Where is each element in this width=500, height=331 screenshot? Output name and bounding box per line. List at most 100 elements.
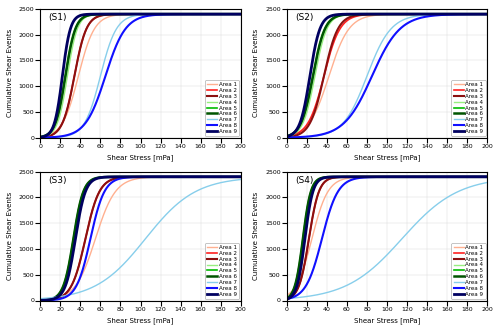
Area 9 [484,12,490,16]
Area 5 [447,175,453,179]
Area 2 [482,175,488,179]
Area 3 [48,298,54,302]
Area 3 [478,12,484,16]
Area 7 [294,135,300,139]
Line: Area 1: Area 1 [40,177,240,300]
Area 2 [195,175,201,179]
Area 3 [135,12,141,16]
Area 9 [483,12,489,16]
Area 3 [130,12,136,16]
Area 6 [376,175,382,179]
Area 9 [135,175,141,179]
Area 8 [135,17,141,21]
Area 1 [294,282,300,286]
Area 9 [376,12,382,16]
Line: Area 2: Area 2 [40,14,240,137]
Area 1 [238,175,244,179]
Area 8 [238,12,244,16]
Area 4 [130,12,136,16]
Line: Area 9: Area 9 [287,177,487,299]
Area 5 [38,298,44,302]
Area 8 [376,59,382,63]
Area 6 [48,297,54,301]
Area 9 [238,175,244,179]
Line: Area 4: Area 4 [287,14,487,137]
Area 6 [294,275,300,279]
Area 7 [284,297,290,301]
Legend: Area 1, Area 2, Area 3, Area 4, Area 5, Area 6, Area 7, Area 8, Area 9: Area 1, Area 2, Area 3, Area 4, Area 5, … [205,80,239,136]
Y-axis label: Cumulative Shear Events: Cumulative Shear Events [254,29,260,118]
Area 8 [484,175,490,179]
Area 2 [195,12,201,16]
Area 9 [195,12,201,16]
Area 7 [442,12,448,16]
Area 7 [442,197,448,201]
Area 4 [135,175,141,179]
Area 2 [232,175,237,179]
Area 8 [442,13,448,17]
Area 4 [284,297,290,301]
Area 3 [376,175,382,179]
Area 8 [478,12,484,16]
Area 3 [478,175,484,179]
Area 9 [130,12,136,16]
Area 1 [284,134,290,138]
Area 7 [130,14,136,18]
Area 3 [484,175,490,179]
Area 6 [294,127,300,131]
Area 7 [238,12,244,16]
Area 3 [195,12,201,16]
Line: Area 5: Area 5 [40,14,240,137]
Area 1 [376,13,382,17]
Area 6 [232,175,238,179]
Area 9 [478,175,484,179]
Y-axis label: Cumulative Shear Events: Cumulative Shear Events [254,192,260,280]
Area 5 [238,175,244,179]
Area 6 [130,175,136,179]
Area 6 [135,12,141,16]
Area 3 [238,175,244,179]
Area 1 [382,175,388,179]
Area 6 [238,175,244,179]
Area 5 [195,12,201,16]
Area 7 [238,177,244,181]
Area 6 [236,12,242,16]
Area 6 [478,12,484,16]
Area 3 [238,12,244,16]
Area 7 [48,136,54,140]
Area 6 [382,175,388,179]
Area 3 [195,175,201,179]
Area 9 [284,135,290,139]
Area 5 [478,175,484,179]
Area 6 [442,175,448,179]
Area 6 [442,12,448,16]
Area 3 [232,175,238,179]
Area 9 [294,283,300,287]
Area 4 [442,12,448,16]
Area 4 [130,175,136,179]
Area 2 [478,12,484,16]
Area 2 [442,175,448,179]
Area 4 [135,12,141,16]
Area 7 [382,256,388,260]
Area 1 [38,135,44,139]
Area 9 [135,12,141,16]
Area 6 [376,12,382,16]
Area 4 [232,175,237,179]
Line: Area 9: Area 9 [287,14,487,137]
Area 4 [294,283,300,287]
Area 1 [284,293,290,297]
Area 7 [478,12,484,16]
Line: Area 6: Area 6 [40,177,240,300]
Area 5 [130,175,136,179]
Area 7 [232,178,238,182]
Area 9 [238,175,244,179]
Area 9 [195,175,201,179]
Area 4 [48,298,54,302]
Area 2 [130,12,136,16]
Area 8 [232,175,237,179]
Area 7 [135,13,141,17]
X-axis label: Shear Stress [mPa]: Shear Stress [mPa] [108,317,174,324]
Area 5 [48,130,54,134]
Area 2 [376,12,382,16]
